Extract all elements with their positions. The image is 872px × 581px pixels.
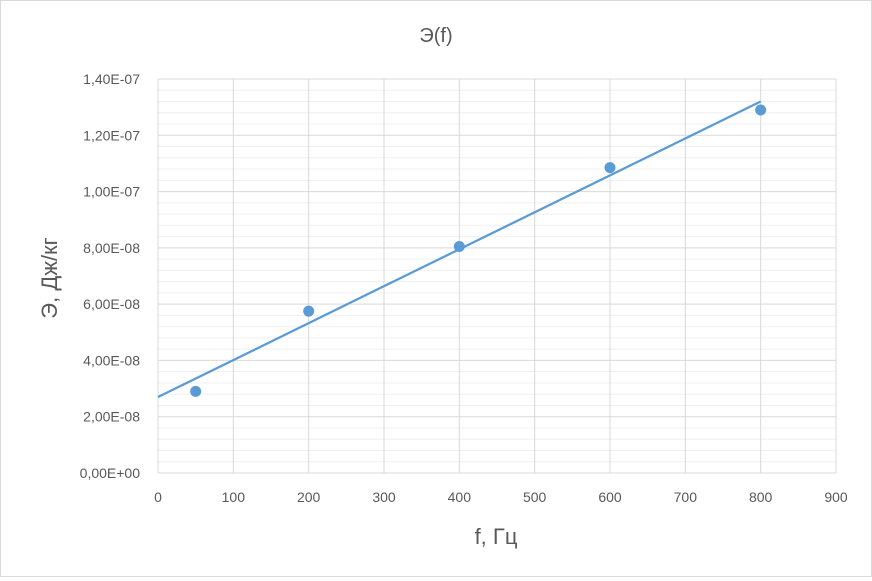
x-tick-label: 700 [674,489,698,505]
x-tick-label: 900 [824,489,848,505]
tick-labels: 0,00E+00 2,00E-08 4,00E-08 6,00E-08 8,00E-08… [80,71,848,505]
y-tick-label: 0,00E+00 [80,465,141,481]
chart-title: Э(f) [419,25,452,47]
x-tick-label: 100 [222,489,246,505]
data-point [190,385,202,397]
y-tick-label: 4,00E-08 [83,352,140,368]
y-axis-title: Э, Дж/кг [37,237,62,318]
y-tick-label: 2,00E-08 [83,409,140,425]
y-tick-label: 1,40E-07 [83,71,140,87]
major-gridlines [157,78,837,474]
y-tick-label: 1,20E-07 [83,127,140,143]
x-tick-label: 300 [372,489,396,505]
data-point [604,162,616,174]
y-tick-label: 6,00E-08 [83,296,140,312]
data-point [453,240,465,252]
x-axis-title: f, Гц [475,524,518,549]
data-point [303,305,315,317]
x-tick-label: 200 [297,489,321,505]
y-tick-label: 1,00E-07 [83,184,140,200]
x-tick-label: 800 [749,489,773,505]
y-tick-label: 8,00E-08 [83,240,140,256]
data-points [190,104,767,397]
x-tick-label: 0 [154,489,162,505]
x-tick-label: 600 [598,489,622,505]
x-tick-label: 500 [523,489,547,505]
minor-gridlines [158,89,836,463]
data-point [755,104,767,116]
axes [157,79,836,474]
x-tick-label: 400 [448,489,472,505]
